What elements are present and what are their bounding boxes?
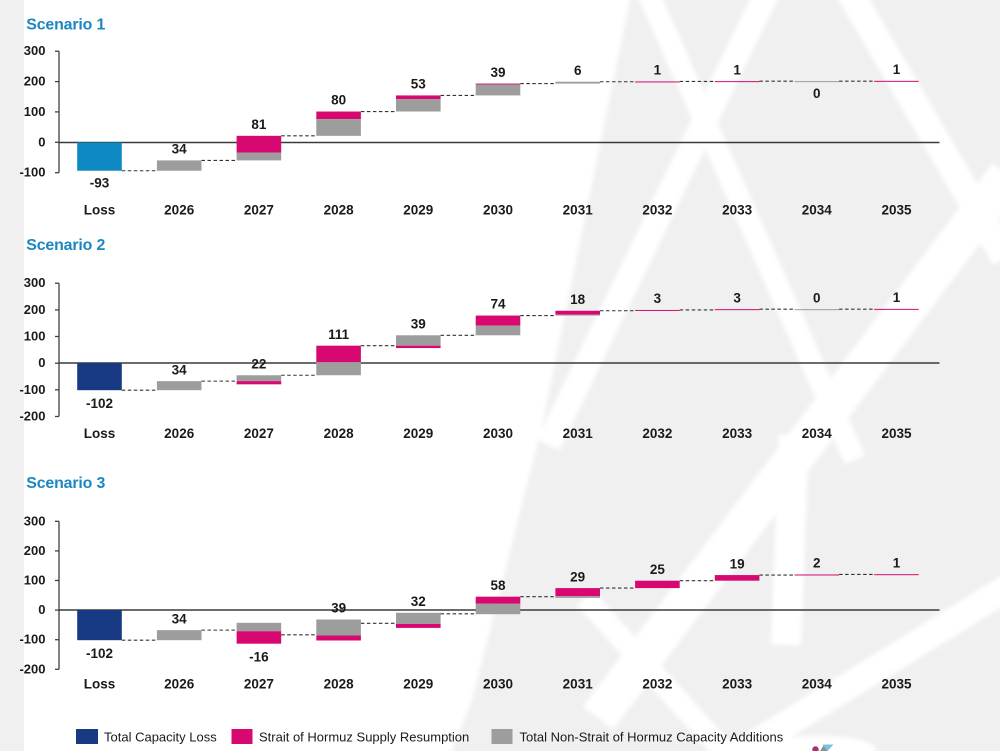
svg-text:2034: 2034 bbox=[802, 203, 833, 218]
svg-text:0: 0 bbox=[38, 602, 45, 617]
svg-text:2028: 2028 bbox=[324, 677, 355, 692]
svg-text:81: 81 bbox=[251, 117, 267, 132]
svg-text:2032: 2032 bbox=[642, 426, 672, 441]
svg-text:2032: 2032 bbox=[642, 677, 672, 692]
svg-text:Scenario 1: Scenario 1 bbox=[26, 16, 105, 33]
svg-text:Strait of Hormuz Supply Resump: Strait of Hormuz Supply Resumption bbox=[259, 730, 469, 745]
svg-text:74: 74 bbox=[490, 297, 506, 312]
svg-text:-16: -16 bbox=[249, 649, 269, 664]
svg-text:2028: 2028 bbox=[324, 426, 355, 441]
svg-text:0: 0 bbox=[813, 290, 821, 305]
svg-text:2026: 2026 bbox=[164, 426, 195, 441]
svg-text:Total Non-Strait of Hormuz Cap: Total Non-Strait of Hormuz Capacity Addi… bbox=[520, 730, 784, 745]
svg-text:-200: -200 bbox=[19, 661, 45, 676]
svg-text:39: 39 bbox=[411, 317, 426, 332]
svg-text:1: 1 bbox=[893, 62, 901, 77]
svg-text:1: 1 bbox=[893, 290, 901, 305]
svg-text:1: 1 bbox=[654, 63, 662, 78]
svg-text:3: 3 bbox=[733, 290, 741, 305]
svg-text:2028: 2028 bbox=[324, 203, 355, 218]
svg-text:2029: 2029 bbox=[403, 426, 433, 441]
svg-text:0: 0 bbox=[38, 355, 45, 370]
svg-text:2034: 2034 bbox=[802, 677, 833, 692]
svg-text:100: 100 bbox=[24, 573, 46, 588]
svg-text:Scenario 3: Scenario 3 bbox=[26, 475, 105, 492]
svg-text:-102: -102 bbox=[86, 396, 113, 411]
svg-text:1: 1 bbox=[733, 62, 741, 77]
svg-text:2033: 2033 bbox=[722, 426, 753, 441]
svg-text:2031: 2031 bbox=[563, 426, 594, 441]
svg-text:29: 29 bbox=[570, 569, 585, 584]
svg-text:34: 34 bbox=[172, 362, 188, 377]
svg-text:39: 39 bbox=[331, 601, 346, 616]
svg-text:Loss: Loss bbox=[84, 677, 116, 692]
svg-text:22: 22 bbox=[251, 357, 266, 372]
svg-text:300: 300 bbox=[24, 513, 46, 528]
svg-text:2035: 2035 bbox=[881, 426, 912, 441]
svg-text:Loss: Loss bbox=[84, 426, 116, 441]
svg-text:-93: -93 bbox=[90, 176, 110, 191]
svg-text:Scenario 2: Scenario 2 bbox=[26, 237, 105, 254]
svg-text:2027: 2027 bbox=[244, 677, 274, 692]
svg-text:200: 200 bbox=[24, 543, 46, 558]
svg-text:-100: -100 bbox=[19, 632, 45, 647]
svg-text:80: 80 bbox=[331, 93, 346, 108]
svg-text:-200: -200 bbox=[19, 409, 45, 424]
svg-text:2031: 2031 bbox=[563, 677, 594, 692]
svg-text:18: 18 bbox=[570, 292, 586, 307]
svg-text:2031: 2031 bbox=[563, 203, 594, 218]
svg-text:0: 0 bbox=[813, 86, 821, 101]
svg-text:111: 111 bbox=[328, 327, 350, 342]
svg-text:3: 3 bbox=[654, 291, 662, 306]
svg-text:300: 300 bbox=[24, 43, 46, 58]
svg-text:58: 58 bbox=[490, 578, 506, 593]
svg-text:2032: 2032 bbox=[642, 203, 672, 218]
svg-text:-100: -100 bbox=[19, 382, 45, 397]
svg-text:39: 39 bbox=[490, 65, 505, 80]
svg-text:Total Capacity Loss: Total Capacity Loss bbox=[104, 730, 217, 745]
svg-text:6: 6 bbox=[574, 63, 582, 78]
svg-text:2030: 2030 bbox=[483, 426, 513, 441]
svg-text:300: 300 bbox=[24, 275, 46, 290]
svg-text:2029: 2029 bbox=[403, 677, 433, 692]
svg-text:32: 32 bbox=[411, 594, 426, 609]
svg-text:53: 53 bbox=[411, 77, 427, 92]
svg-text:2026: 2026 bbox=[164, 677, 195, 692]
svg-text:1: 1 bbox=[893, 555, 901, 570]
svg-text:2029: 2029 bbox=[403, 203, 433, 218]
svg-text:2: 2 bbox=[813, 556, 821, 571]
svg-text:200: 200 bbox=[24, 74, 46, 89]
svg-text:19: 19 bbox=[730, 556, 745, 571]
svg-text:2034: 2034 bbox=[802, 426, 833, 441]
svg-text:2027: 2027 bbox=[244, 426, 274, 441]
svg-text:34: 34 bbox=[172, 142, 188, 157]
svg-text:2035: 2035 bbox=[881, 677, 912, 692]
svg-text:2033: 2033 bbox=[722, 677, 753, 692]
svg-text:2030: 2030 bbox=[483, 203, 513, 218]
svg-text:2026: 2026 bbox=[164, 203, 195, 218]
svg-text:2035: 2035 bbox=[881, 203, 912, 218]
svg-text:2033: 2033 bbox=[722, 203, 753, 218]
svg-text:-100: -100 bbox=[19, 165, 45, 180]
svg-text:2030: 2030 bbox=[483, 677, 513, 692]
svg-text:34: 34 bbox=[172, 611, 188, 626]
svg-text:25: 25 bbox=[650, 562, 666, 577]
svg-text:-102: -102 bbox=[86, 646, 113, 661]
svg-text:2027: 2027 bbox=[244, 203, 274, 218]
svg-text:100: 100 bbox=[24, 329, 46, 344]
svg-text:0: 0 bbox=[38, 134, 45, 149]
svg-text:Loss: Loss bbox=[84, 203, 116, 218]
svg-text:200: 200 bbox=[24, 302, 46, 317]
svg-text:100: 100 bbox=[24, 104, 46, 119]
